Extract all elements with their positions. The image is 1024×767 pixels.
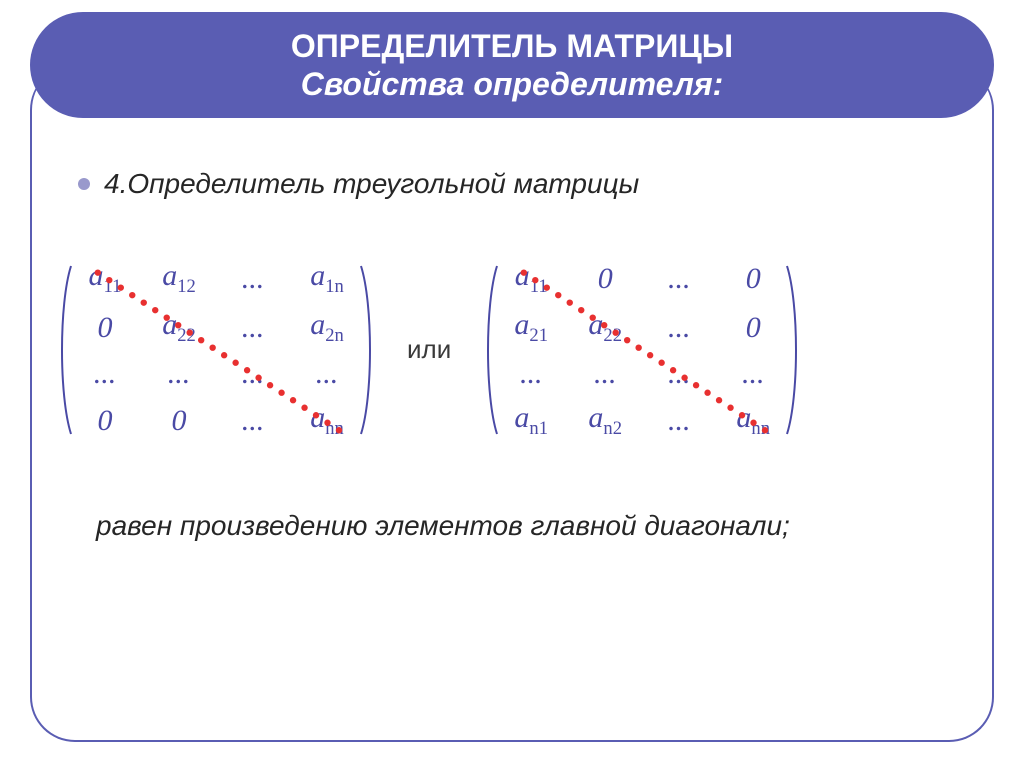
matrix-cell: ... [581, 357, 629, 391]
left-paren-icon [55, 255, 75, 444]
right-paren-icon [357, 255, 377, 444]
matrix-cell: ... [155, 357, 203, 391]
matrix-cell: ... [655, 357, 703, 391]
right-paren-icon [783, 255, 803, 444]
matrix-grid: a11a12...a1n0a22...a2n............00...a… [75, 255, 357, 444]
matrix-cell: an2 [581, 401, 629, 440]
matrix-cell: 0 [81, 404, 129, 438]
title-bar: ОПРЕДЕЛИТЕЛЬ МАТРИЦЫ Свойства определите… [30, 12, 994, 118]
matrix-cell: ... [655, 311, 703, 345]
matrix-cell: ... [229, 262, 277, 296]
matrix-cell: ... [655, 262, 703, 296]
matrix-cell: ... [729, 357, 777, 391]
matrix-cell: 0 [729, 311, 777, 345]
title-line-2: Свойства определителя: [301, 65, 723, 103]
matrix-cell: 0 [729, 262, 777, 296]
conclusion-text: равен произведению элементов главной диа… [96, 510, 790, 542]
matrix-cell: a12 [155, 259, 203, 298]
or-label: или [407, 334, 451, 365]
bullet-number: 4. [104, 168, 127, 199]
matrix-cell: a21 [507, 308, 555, 347]
matrix-grid: a11 0... 0 a21 a22... 0............ an1 an2... a… [501, 255, 783, 444]
matrix-cell: ann [729, 401, 777, 440]
matrix-cell: 0 [81, 311, 129, 345]
matrix-cell: a22 [581, 308, 629, 347]
matrix-cell: ... [507, 357, 555, 391]
matrix-lower-triangular: a11 0... 0 a21 a22... 0............ an1 an2... a… [481, 255, 803, 444]
matrix-cell: ... [655, 404, 703, 438]
matrix-cell: ... [81, 357, 129, 391]
matrix-cell: ... [229, 311, 277, 345]
matrix-cell: a2n [303, 308, 351, 347]
matrix-cell: ... [229, 404, 277, 438]
matrices-row: a11a12...a1n0a22...a2n............00...a… [55, 255, 984, 444]
bullet-dot-icon [78, 178, 90, 190]
matrix-cell: ... [229, 357, 277, 391]
bullet-line: 4.Определитель треугольной матрицы [78, 168, 639, 200]
matrix-cell: a1n [303, 259, 351, 298]
matrix-cell: an1 [507, 401, 555, 440]
title-line-1: ОПРЕДЕЛИТЕЛЬ МАТРИЦЫ [291, 27, 733, 65]
matrix-cell: 0 [155, 404, 203, 438]
matrix-cell: ... [303, 357, 351, 391]
bullet-body: Определитель треугольной матрицы [127, 168, 639, 199]
matrix-cell: 0 [581, 262, 629, 296]
matrix-upper-triangular: a11a12...a1n0a22...a2n............00...a… [55, 255, 377, 444]
matrix-cell: ann [303, 401, 351, 440]
bullet-text: 4.Определитель треугольной матрицы [104, 168, 639, 200]
matrix-cell: a11 [81, 259, 129, 298]
matrix-cell: a11 [507, 259, 555, 298]
matrix-cell: a22 [155, 308, 203, 347]
left-paren-icon [481, 255, 501, 444]
